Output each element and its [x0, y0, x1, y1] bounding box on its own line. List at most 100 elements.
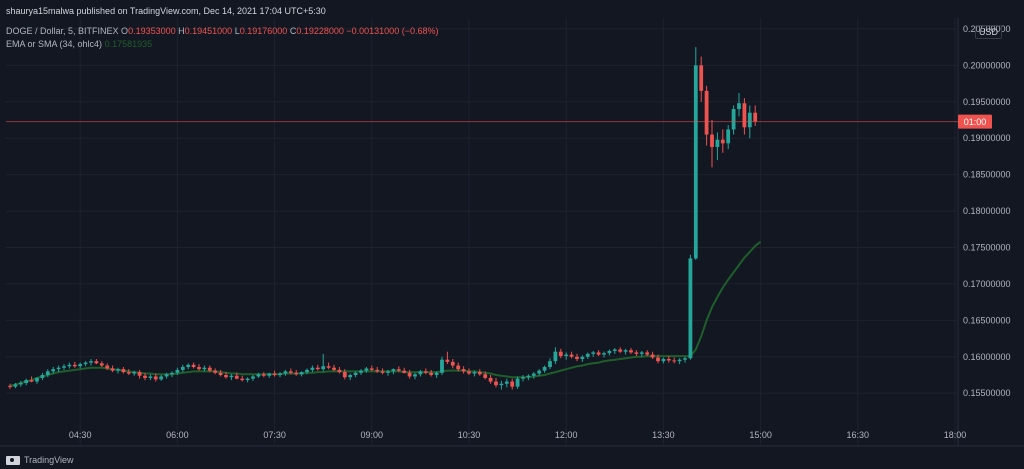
candle-body [143, 375, 147, 378]
candle-body [602, 353, 606, 355]
candle-body [710, 134, 714, 147]
candle-body [715, 139, 720, 147]
candle [672, 357, 677, 364]
candle-body [132, 372, 137, 374]
candle [402, 367, 407, 374]
candle [207, 365, 212, 373]
candle [720, 129, 725, 153]
time-tick-label: 09:00 [361, 430, 384, 440]
candle [175, 367, 180, 375]
tradingview-brand[interactable]: TradingView [6, 455, 74, 465]
candle [342, 369, 347, 380]
candle-body [742, 103, 747, 128]
candle-body [596, 352, 601, 355]
high-value: 0.19451000 [184, 26, 233, 36]
candle [364, 366, 369, 373]
candle-body [699, 65, 704, 91]
brand-label: TradingView [24, 455, 74, 465]
candle-body [413, 374, 417, 377]
indicator-name: EMA or SMA (34, ohlc4) [6, 39, 103, 49]
candle [407, 369, 412, 379]
candle [602, 351, 606, 358]
price-tick-label: 0.16000000 [963, 352, 1011, 362]
candle-body [488, 377, 493, 382]
candle [656, 354, 660, 364]
candle-body [321, 366, 326, 370]
indicator-legend[interactable]: EMA or SMA (34, ohlc4) 0.17581935 [6, 39, 152, 49]
candle [531, 372, 536, 379]
candle-body [202, 367, 207, 370]
candle-body [110, 368, 115, 371]
candle-body [483, 374, 488, 378]
candle [753, 105, 758, 126]
low-value: 0.19176000 [239, 26, 288, 36]
candle [62, 364, 66, 370]
symbol-legend[interactable]: DOGE / Dollar, 5, BITFINEX O0.19353000 H… [6, 26, 438, 36]
time-tick-label: 18:00 [944, 430, 967, 440]
currency-button[interactable]: USD [974, 25, 1002, 39]
candle-body [359, 370, 363, 373]
candle [278, 372, 282, 378]
candle-body [267, 373, 272, 376]
candle [569, 351, 574, 359]
candle [731, 105, 736, 135]
candle-body [585, 353, 590, 357]
candle [564, 352, 569, 360]
candle-body [618, 349, 623, 352]
candle [418, 369, 423, 377]
ema-series-line [9, 240, 762, 387]
candle [369, 365, 374, 372]
candle [353, 371, 358, 378]
candle [197, 364, 201, 371]
candle-body [737, 103, 741, 110]
time-axis[interactable]: 04:30 06:00 07:30 09:00 10:30 12:00 13:30 15:00… [69, 430, 1024, 440]
candle [612, 348, 617, 354]
candle-body [99, 363, 104, 366]
candle-body [348, 375, 353, 378]
candle-body [704, 90, 709, 135]
candle-body [472, 372, 477, 374]
candle-body [369, 368, 374, 370]
candle-body [515, 378, 520, 387]
candle-body [278, 373, 282, 375]
candle [472, 370, 477, 377]
candle-body [569, 354, 574, 357]
candle [321, 353, 326, 372]
candle [693, 47, 698, 260]
candle [218, 369, 223, 377]
candle-body [693, 65, 698, 259]
candle-body [445, 359, 450, 362]
candle-body [337, 369, 342, 373]
candle [666, 356, 671, 363]
candle [159, 375, 164, 381]
candle [504, 378, 509, 388]
candle-body [623, 350, 628, 352]
tradingview-logo-icon [6, 455, 20, 465]
candle-body [634, 352, 639, 354]
candle [337, 366, 342, 374]
candle [283, 369, 288, 376]
candle-body [121, 369, 126, 373]
price-axis[interactable]: 0.15500000 0.16000000 0.16500000 0.17000000… [958, 24, 1011, 398]
candle [456, 362, 461, 372]
candle-body [67, 364, 72, 367]
candle [326, 362, 331, 370]
candle-body [83, 362, 88, 365]
candle [413, 372, 417, 380]
candle-body [650, 354, 655, 358]
candle [650, 351, 655, 359]
open-label: O [121, 26, 129, 36]
candle-body [407, 372, 412, 377]
candle [558, 348, 563, 359]
candle-body [299, 372, 304, 375]
candle-body [213, 370, 218, 373]
candle-body [477, 372, 482, 375]
candle [618, 347, 623, 354]
candle-body [380, 371, 385, 373]
price-tick-label: 0.20000000 [963, 60, 1011, 70]
candle-body [283, 371, 288, 374]
candle-body [137, 372, 142, 376]
candle [629, 348, 633, 354]
candle [623, 348, 628, 355]
